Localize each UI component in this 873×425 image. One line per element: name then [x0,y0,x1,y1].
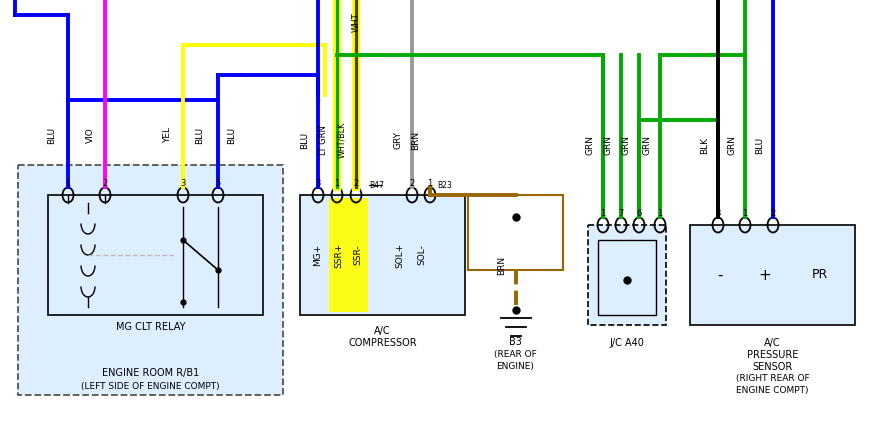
Text: SSR-: SSR- [354,245,362,265]
Text: GRN: GRN [727,135,737,155]
Text: BRN: BRN [411,130,421,150]
FancyBboxPatch shape [598,240,656,315]
Text: B23: B23 [437,181,451,190]
Text: BLU: BLU [47,127,57,144]
Text: A/C: A/C [375,326,391,336]
Text: 2: 2 [770,209,775,218]
Text: BLU: BLU [300,131,310,149]
Text: 1: 1 [428,178,433,187]
FancyBboxPatch shape [468,195,563,270]
Text: WHT/BLK: WHT/BLK [338,122,347,158]
Text: (LEFT SIDE OF ENGINE COMPT): (LEFT SIDE OF ENGINE COMPT) [81,382,220,391]
Text: SSR+: SSR+ [334,242,343,268]
Text: 6: 6 [636,209,642,218]
FancyBboxPatch shape [588,225,666,325]
Text: SOL-: SOL- [417,244,427,266]
Text: ENGINE ROOM R/B1: ENGINE ROOM R/B1 [102,368,199,378]
Text: SOL+: SOL+ [395,242,404,268]
Text: 3: 3 [715,209,721,218]
Text: 2: 2 [409,178,415,187]
Text: BRN: BRN [497,255,506,275]
FancyBboxPatch shape [48,195,263,315]
Text: J/C A40: J/C A40 [609,338,644,348]
Text: GRN: GRN [643,135,651,155]
Text: 1: 1 [742,209,747,218]
Text: -: - [718,267,723,283]
Text: GRN: GRN [603,135,613,155]
Text: ENGINE): ENGINE) [497,363,534,371]
Text: YEL: YEL [163,127,173,143]
FancyBboxPatch shape [300,195,465,315]
FancyBboxPatch shape [329,198,349,312]
Text: MG CLT RELAY: MG CLT RELAY [116,322,185,332]
FancyBboxPatch shape [18,165,283,395]
Text: +: + [759,267,772,283]
Text: COMPRESSOR: COMPRESSOR [348,338,416,348]
Text: LT GRN: LT GRN [319,125,327,155]
Text: 1: 1 [65,178,71,187]
Text: GRN: GRN [586,135,595,155]
FancyBboxPatch shape [348,198,368,312]
Text: 1: 1 [601,209,606,218]
Text: GRN: GRN [622,135,630,155]
Text: 1: 1 [334,178,340,187]
Text: BLK: BLK [700,136,710,153]
Text: GRY: GRY [394,131,402,149]
Text: (REAR OF: (REAR OF [494,351,537,360]
Text: PRESSURE: PRESSURE [746,350,798,360]
Text: 7: 7 [618,209,623,218]
Text: B47: B47 [369,181,384,190]
Text: PR: PR [812,269,828,281]
Text: 3: 3 [315,178,320,187]
Text: VIO: VIO [86,127,94,143]
Text: 2: 2 [102,178,107,187]
Text: WHT: WHT [352,12,361,32]
Text: A/C: A/C [764,338,780,348]
Text: (RIGHT REAR OF: (RIGHT REAR OF [736,374,809,383]
Text: MG+: MG+ [313,244,322,266]
Text: 2: 2 [354,178,359,187]
Text: BLU: BLU [196,127,204,144]
Text: BLU: BLU [228,127,237,144]
Text: ENGINE COMPT): ENGINE COMPT) [736,386,808,396]
FancyBboxPatch shape [690,225,855,325]
Text: B3: B3 [509,337,522,347]
Text: 5: 5 [216,178,221,187]
Text: BLU: BLU [755,136,765,153]
Text: SENSOR: SENSOR [753,362,793,372]
Text: 3: 3 [181,178,186,187]
Text: 1: 1 [657,209,663,218]
